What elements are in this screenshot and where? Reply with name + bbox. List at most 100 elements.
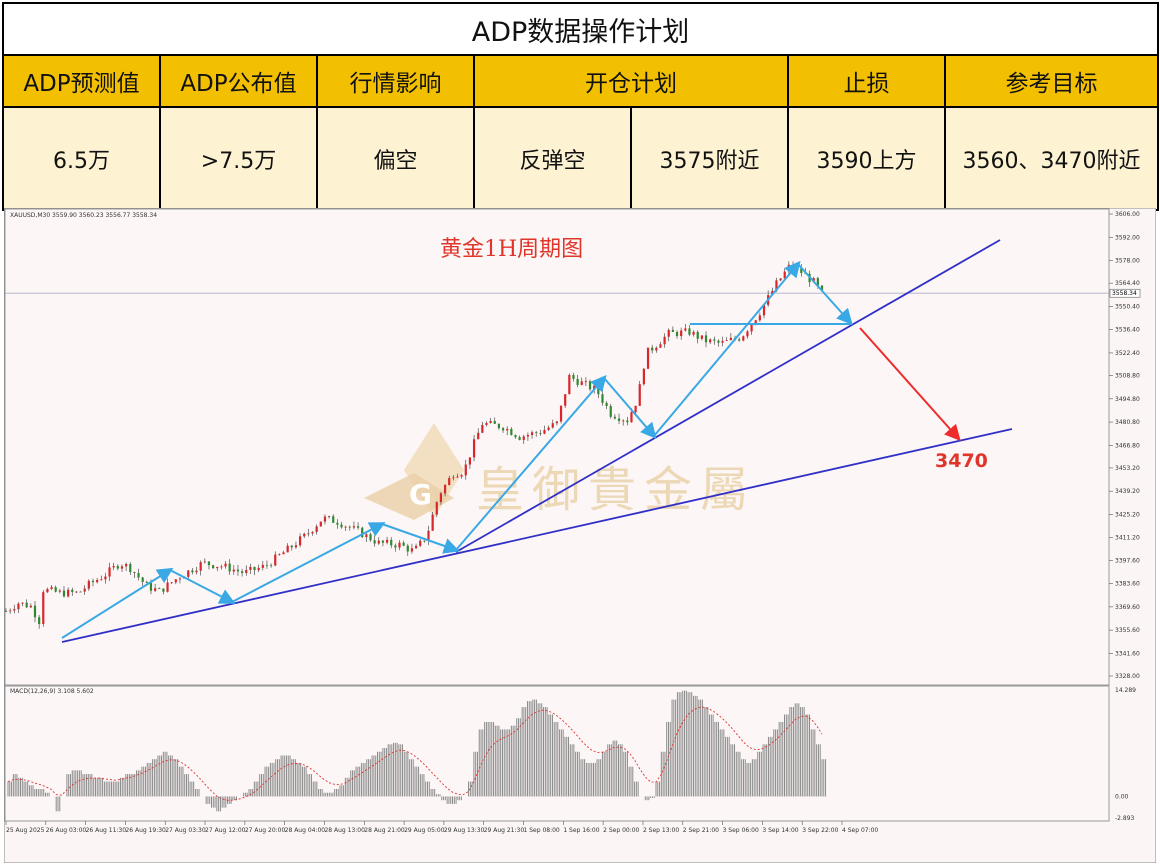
candle-up	[783, 271, 786, 279]
candle-up	[435, 502, 438, 515]
wave-arrow	[231, 522, 386, 603]
candle-down	[617, 418, 621, 421]
candle-up	[468, 457, 472, 465]
price-tick-label: 3606.00	[1115, 211, 1140, 218]
candle-up	[506, 428, 509, 431]
candle-up	[352, 526, 356, 528]
time-tick-label: 25 Aug 2025	[6, 827, 45, 834]
current-price-tag	[1109, 288, 1141, 298]
candle-down	[133, 572, 136, 574]
candle-up	[771, 290, 774, 296]
time-tick-label: 1 Sep 08:00	[524, 827, 560, 834]
candle-up	[232, 569, 235, 572]
candle-up	[667, 329, 670, 337]
candle-up	[460, 475, 463, 477]
candle-up	[261, 564, 264, 568]
candle-up	[481, 424, 484, 433]
candle-group	[4, 261, 824, 629]
candle-down	[497, 423, 501, 429]
time-tick-label: 28 Aug 21:00	[364, 827, 405, 834]
value-target: 3560、3470附近	[943, 106, 1160, 211]
price-tick-label: 3578.00	[1115, 258, 1140, 265]
candle-up	[216, 566, 219, 569]
price-tick-label: 3494.80	[1115, 396, 1140, 403]
time-tick-label: 2 Sep 13:00	[643, 827, 679, 834]
time-tick-label: 2 Sep 00:00	[603, 827, 639, 834]
time-tick-label: 28 Aug 13:00	[324, 827, 365, 834]
candle-up	[377, 540, 380, 544]
candle-up	[327, 516, 331, 518]
target-arrow	[859, 327, 961, 441]
candle-up	[195, 570, 198, 573]
time-tick-label: 3 Sep 14:00	[762, 827, 798, 834]
candle-up	[257, 567, 260, 571]
candle-up	[303, 533, 306, 537]
target-3470-label: 3470	[935, 450, 988, 472]
analysis-overlay-group	[61, 239, 1013, 643]
time-tick-label: 27 Aug 12:00	[205, 827, 246, 834]
candle-down	[675, 331, 679, 337]
candle-down	[116, 565, 119, 569]
candle-up	[9, 610, 12, 612]
candle-up	[344, 526, 347, 528]
candle-up	[684, 328, 687, 331]
candle-up	[452, 477, 455, 479]
candle-up	[282, 552, 285, 555]
candle-down	[38, 617, 41, 624]
candle-up	[13, 609, 16, 611]
wave-arrow	[169, 569, 236, 604]
candle-up	[700, 335, 703, 339]
candle-down	[91, 580, 95, 583]
price-tick-label: 3550.40	[1115, 303, 1140, 310]
candle-up	[721, 340, 724, 343]
macd-tick-label: -2.893	[1115, 815, 1135, 822]
price-tick-label: 3536.40	[1115, 327, 1140, 334]
candle-down	[402, 542, 405, 546]
price-pane	[4, 208, 1110, 686]
candle-up	[245, 569, 248, 573]
upper-trendline	[455, 239, 1001, 553]
candle-up	[311, 531, 314, 534]
price-tick-label: 3522.40	[1115, 350, 1140, 357]
candle-down	[671, 329, 674, 332]
value-adp-forecast: 6.5万	[2, 106, 161, 211]
candle-down	[361, 527, 364, 538]
wave-arrow	[61, 567, 174, 639]
macd-tick-label: 14.289	[1115, 687, 1136, 694]
candle-down	[613, 416, 616, 419]
candle-up	[286, 545, 289, 553]
candle-down	[510, 428, 513, 436]
candle-up	[166, 582, 169, 592]
candle-down	[704, 335, 708, 343]
candle-up	[758, 315, 761, 321]
candle-down	[33, 605, 37, 618]
chart-svg: G 皇御貴金屬 3606.00 3592.00 3578.00 3564.40 3550…	[4, 208, 1156, 863]
candle-down	[129, 564, 132, 573]
candle-up	[294, 545, 298, 548]
candle-down	[149, 582, 153, 591]
candle-up	[17, 603, 20, 610]
candle-up	[477, 432, 480, 440]
candle-up	[75, 591, 78, 593]
candle-up	[725, 340, 728, 341]
candle-down	[820, 285, 824, 291]
candle-up	[692, 331, 695, 335]
macd-signal-line	[7, 706, 823, 801]
time-tick-label: 26 Aug 19:30	[125, 827, 166, 834]
adp-plan-table: ADP数据操作计划 ADP预测值 ADP公布值 行情影响 开仓计划 止损 参考目…	[1, 2, 1160, 211]
candle-up	[472, 439, 476, 458]
candle-up	[365, 534, 368, 538]
price-tick-label: 3328.00	[1115, 673, 1140, 680]
candle-up	[659, 344, 662, 348]
candle-down	[717, 340, 720, 343]
header-target: 参考目标	[943, 54, 1160, 108]
candle-down	[597, 385, 600, 395]
candle-down	[394, 545, 397, 548]
candle-up	[174, 579, 177, 583]
candle-up	[187, 570, 190, 577]
candle-up	[178, 578, 182, 580]
candle-down	[191, 570, 194, 573]
candle-down	[369, 534, 372, 541]
candle-up	[203, 561, 206, 563]
candle-up	[729, 337, 732, 341]
